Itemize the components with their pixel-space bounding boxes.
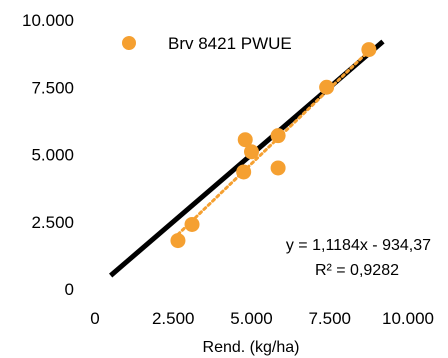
data-point xyxy=(237,132,253,148)
y-tick-label: 5.000 xyxy=(31,146,74,165)
x-tick-label: 10.000 xyxy=(382,309,434,328)
trendline-group xyxy=(176,49,371,236)
y-axis-tick-labels: 0 2.500 5.000 7.500 10.000 xyxy=(22,11,74,299)
data-point xyxy=(319,79,335,95)
x-tick-label: 5.000 xyxy=(230,309,273,328)
data-point xyxy=(170,233,186,249)
trendline xyxy=(176,49,371,236)
legend-label: Brv 8421 PWUE xyxy=(168,34,292,53)
data-point xyxy=(184,216,200,232)
data-point xyxy=(270,160,286,176)
legend-marker xyxy=(122,36,136,50)
data-point xyxy=(244,144,259,160)
x-tick-label: 2.500 xyxy=(152,309,195,328)
y-tick-label: 0 xyxy=(65,280,74,299)
x-tick-label: 7.500 xyxy=(308,309,351,328)
data-point xyxy=(361,42,377,58)
trendline-equation: y = 1,1184x - 934,37 xyxy=(286,237,431,254)
data-point xyxy=(236,164,252,180)
x-axis-tick-labels: 0 2.500 5.000 7.500 10.000 xyxy=(90,309,434,328)
y-tick-label: 2.500 xyxy=(31,213,74,232)
y-tick-label: 7.500 xyxy=(31,78,74,97)
y-tick-label: 10.000 xyxy=(22,11,74,30)
legend: Brv 8421 PWUE xyxy=(122,34,292,53)
x-tick-label: 0 xyxy=(90,309,99,328)
data-point xyxy=(270,128,286,144)
data-points xyxy=(170,42,377,249)
r-squared-label: R² = 0,9282 xyxy=(315,262,399,279)
x-axis-title: Rend. (kg/ha) xyxy=(203,339,300,356)
